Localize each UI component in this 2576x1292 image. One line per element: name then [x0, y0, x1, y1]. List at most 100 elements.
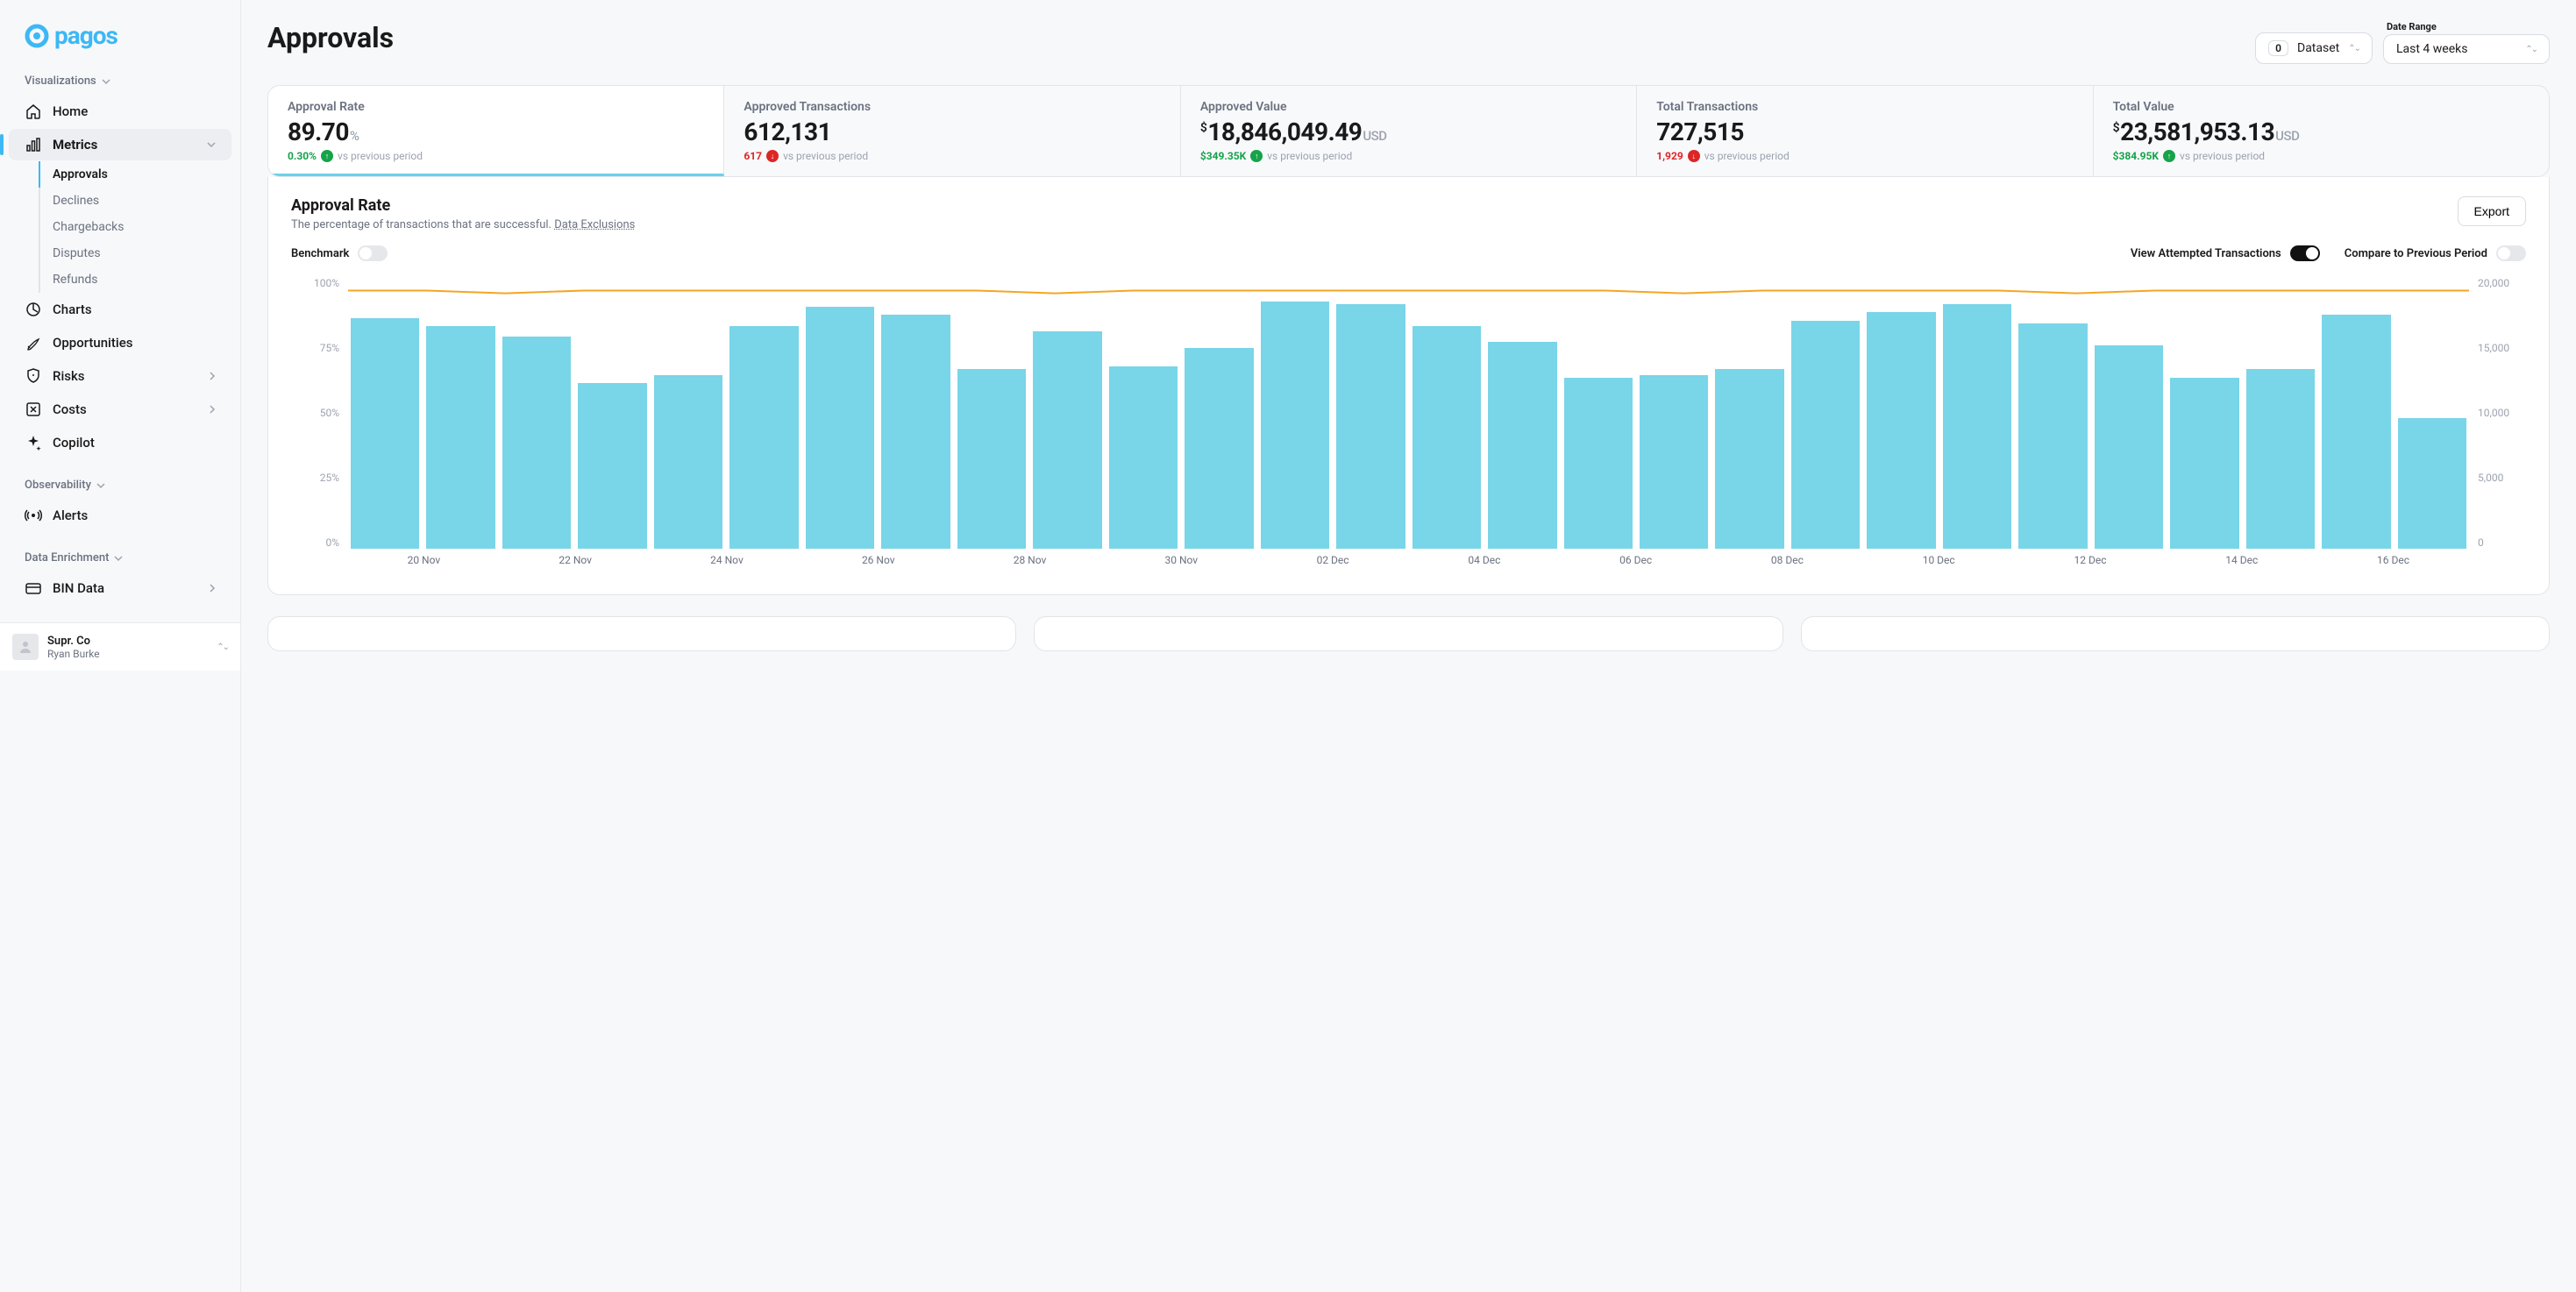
home-icon [25, 103, 42, 120]
metrics-subnav: Approvals Declines Chargebacks Disputes … [9, 161, 231, 293]
chart-bar[interactable] [1488, 342, 1556, 549]
sub-panel[interactable] [267, 616, 1016, 651]
attempted-toggle[interactable] [2290, 245, 2320, 261]
chart-bar[interactable] [957, 369, 1026, 549]
nav-bin-data[interactable]: BIN Data [9, 572, 231, 604]
chart-bar[interactable] [1943, 304, 2011, 549]
chevron-down-icon [207, 140, 216, 149]
workspace-switcher[interactable]: Supr. Co Ryan Burke ⌃⌄ [0, 622, 240, 671]
chevron-right-icon [209, 405, 216, 414]
sort-icon: ⌃⌄ [2348, 44, 2359, 53]
sort-icon: ⌃⌄ [217, 642, 228, 652]
chart-bar[interactable] [502, 337, 571, 549]
nav-metrics[interactable]: Metrics [9, 129, 231, 160]
date-range-label: Date Range [2383, 21, 2550, 32]
kpi-card[interactable]: Approved Transactions612,131617↓vs previ… [724, 86, 1180, 176]
logo[interactable]: pagos [9, 18, 231, 67]
sub-panel[interactable] [1034, 616, 1783, 651]
section-visualizations[interactable]: Visualizations [9, 67, 231, 95]
costs-icon [25, 401, 42, 418]
chart-bar[interactable] [1867, 312, 1935, 549]
sub-panel[interactable] [1801, 616, 2550, 651]
charts-icon [25, 301, 42, 318]
nav-home[interactable]: Home [9, 96, 231, 127]
kpi-value: $23,581,953.13USD [2113, 117, 2530, 146]
chevron-right-icon [209, 584, 216, 593]
chart-bar[interactable] [2246, 369, 2315, 549]
workspace-user: Ryan Burke [47, 648, 208, 660]
panel-title: Approval Rate [291, 196, 635, 215]
kpi-card[interactable]: Approval Rate89.70%0.30%↑vs previous per… [268, 86, 724, 176]
chart-bar[interactable] [578, 383, 646, 549]
chart-bar[interactable] [1033, 331, 1101, 549]
chart-bar[interactable] [1564, 378, 1633, 549]
chart-bar[interactable] [1791, 321, 1860, 549]
chart-bar[interactable] [1640, 375, 1708, 549]
chart-bar[interactable] [2170, 378, 2238, 549]
kpi-card[interactable]: Total Transactions727,5151,929↓vs previo… [1637, 86, 2093, 176]
benchmark-toggle[interactable] [358, 245, 388, 261]
chart-bar[interactable] [1185, 348, 1253, 549]
nav-opportunities[interactable]: Opportunities [9, 327, 231, 358]
compare-toggle[interactable] [2496, 245, 2526, 261]
compare-label: Compare to Previous Period [2345, 247, 2487, 260]
y-axis-left: 100%75%50%25%0% [291, 277, 339, 575]
export-button[interactable]: Export [2458, 196, 2526, 226]
subnav-refunds[interactable]: Refunds [39, 266, 231, 293]
chart-bar[interactable] [1261, 302, 1329, 549]
x-axis: 20 Nov22 Nov24 Nov26 Nov28 Nov30 Nov02 D… [348, 554, 2469, 575]
kpi-delta: 1,929↓vs previous period [1656, 150, 2073, 162]
kpi-card[interactable]: Approved Value$18,846,049.49USD$349.35K↑… [1181, 86, 1637, 176]
section-observability[interactable]: Observability [9, 472, 231, 499]
nav-charts[interactable]: Charts [9, 294, 231, 325]
chart-bar[interactable] [1336, 304, 1405, 549]
chart-bar[interactable] [654, 375, 722, 549]
chart-bar[interactable] [1715, 369, 1783, 549]
chevron-down-icon [114, 554, 123, 563]
kpi-delta: $384.95K↑vs previous period [2113, 150, 2530, 162]
date-range-selector[interactable]: Last 4 weeks ⌃⌄ [2383, 34, 2550, 64]
chart-bar[interactable] [729, 326, 798, 549]
chart-bar[interactable] [2095, 345, 2163, 550]
nav-costs[interactable]: Costs [9, 394, 231, 425]
chart-panel: Approval Rate The percentage of transact… [267, 177, 2550, 595]
chart-bar[interactable] [426, 326, 495, 549]
chart-bar[interactable] [2018, 323, 2087, 549]
shield-icon [25, 367, 42, 385]
chart-bar[interactable] [1109, 366, 1178, 549]
kpi-value: $18,846,049.49USD [1200, 117, 1617, 146]
subnav-approvals[interactable]: Approvals [39, 161, 231, 188]
chart-bar[interactable] [881, 315, 950, 549]
sidebar: pagos Visualizations Home Metrics Approv… [0, 0, 241, 1292]
rocket-icon [25, 334, 42, 351]
y-axis-right: 20,00015,00010,0005,0000 [2478, 277, 2526, 575]
chart-bar[interactable] [2398, 418, 2466, 549]
chart-bar[interactable] [806, 307, 874, 549]
chart-bar[interactable] [2322, 315, 2390, 549]
main-content: Approvals 0 Dataset ⌃⌄ Date Range Last 4… [241, 0, 2576, 1292]
broadcast-icon [25, 507, 42, 524]
chevron-down-icon [102, 77, 110, 86]
chart-bar[interactable] [1413, 326, 1481, 549]
kpi-delta: 0.30%↑vs previous period [288, 150, 704, 162]
arrow-down-icon: ↓ [766, 150, 779, 162]
data-exclusions-link[interactable]: Data Exclusions [554, 218, 635, 231]
subnav-chargebacks[interactable]: Chargebacks [39, 214, 231, 240]
chart-bar[interactable] [351, 318, 419, 550]
kpi-card[interactable]: Total Value $23,581,953.13USD $384.95K↑vs … [2094, 86, 2549, 176]
dataset-selector[interactable]: 0 Dataset ⌃⌄ [2255, 32, 2373, 64]
kpi-delta: $349.35K↑vs previous period [1200, 150, 1617, 162]
kpi-label: Total Value [2113, 100, 2530, 114]
nav-alerts[interactable]: Alerts [9, 500, 231, 531]
chart-bars [348, 277, 2469, 549]
kpi-label: Total Transactions [1656, 100, 2073, 114]
logo-text: pagos [54, 21, 117, 50]
subnav-disputes[interactable]: Disputes [39, 240, 231, 266]
subnav-declines[interactable]: Declines [39, 188, 231, 214]
arrow-up-icon: ↑ [321, 150, 333, 162]
nav-copilot[interactable]: Copilot [9, 427, 231, 458]
nav-risks[interactable]: Risks [9, 360, 231, 392]
kpi-value: 89.70% [288, 117, 704, 146]
section-data-enrichment[interactable]: Data Enrichment [9, 544, 231, 571]
page-title: Approvals [267, 21, 394, 54]
